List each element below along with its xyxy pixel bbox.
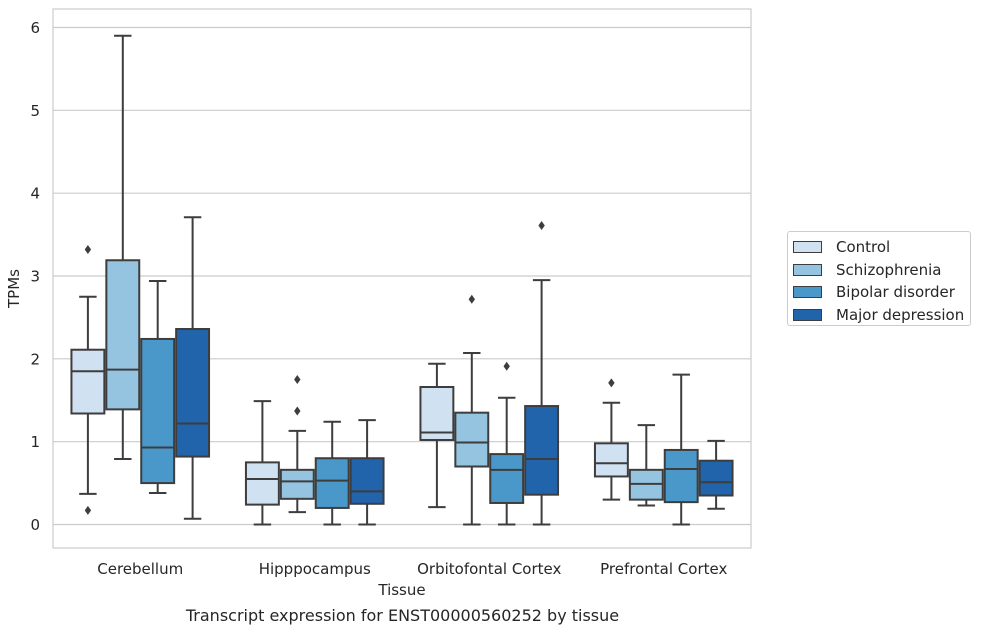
box-major-depression-cerebellum <box>175 216 211 520</box>
iqr-box <box>140 337 176 485</box>
outlier-point <box>468 294 475 304</box>
legend-swatch-schizophrenia <box>793 263 822 276</box>
box-major-depression-hipppocampus <box>349 419 385 526</box>
x-tick-labels: Cerebellum Hipppocampus Orbitofontal Corte… <box>97 560 727 578</box>
y-tick-label: 3 <box>30 268 40 286</box>
box-schizophrenia-prefrontal-cortex <box>628 424 664 507</box>
legend-swatch-bipolar-disorder <box>793 286 822 299</box>
outlier-point <box>84 244 92 254</box>
iqr-box <box>175 328 211 458</box>
box-schizophrenia-hipppocampus <box>279 375 315 514</box>
outlier-point <box>84 505 92 515</box>
plot-frame <box>52 8 752 549</box>
iqr-box <box>279 468 315 500</box>
iqr-box <box>593 442 629 478</box>
x-tick-label: Prefrontal Cortex <box>600 560 727 578</box>
y-tick-label: 0 <box>30 516 40 534</box>
iqr-box <box>105 259 141 411</box>
box-bipolar-disorder-hipppocampus <box>314 420 350 526</box>
legend-item-bipolar-disorder: Bipolar disorder <box>793 281 970 304</box>
outlier-point <box>294 375 301 385</box>
x-axis-label: Tissue <box>377 581 425 599</box>
box-bipolar-disorder-prefrontal-cortex <box>663 373 699 526</box>
y-tick-labels: 0 1 2 3 4 5 6 <box>30 19 40 534</box>
iqr-box <box>419 385 455 442</box>
legend: Control Schizophrenia Bipolar disorder M… <box>787 231 971 326</box>
iqr-box <box>454 411 490 468</box>
y-tick-label: 6 <box>30 19 40 37</box>
iqr-box <box>349 457 385 505</box>
iqr-box <box>314 457 350 509</box>
y-tick-label: 5 <box>30 102 40 120</box>
iqr-box <box>70 348 106 415</box>
legend-label-control: Control <box>836 238 891 257</box>
outlier-point <box>294 406 301 416</box>
legend-swatch-control <box>793 241 822 254</box>
box-control-hipppocampus <box>244 400 280 526</box>
x-tick-label: Hipppocampus <box>259 560 371 578</box>
legend-swatch-major-depression <box>793 308 822 321</box>
x-tick-label: Orbitofontal Cortex <box>417 560 561 578</box>
y-tick-label: 2 <box>30 350 40 368</box>
box-major-depression-orbitofontal-cortex <box>524 220 560 526</box>
outlier-point <box>608 378 615 388</box>
iqr-box <box>663 448 699 504</box>
boxes <box>70 34 734 526</box>
box-control-orbitofontal-cortex <box>419 362 455 509</box>
y-axis-label: TPMs <box>5 269 23 309</box>
outlier-point <box>538 220 545 230</box>
iqr-box <box>524 405 560 496</box>
x-tick-label: Cerebellum <box>97 560 183 578</box>
box-major-depression-prefrontal-cortex <box>698 439 734 510</box>
legend-item-major-depression: Major depression <box>793 304 970 327</box>
box-schizophrenia-cerebellum <box>105 34 141 461</box>
legend-item-control: Control <box>793 236 970 259</box>
legend-item-schizophrenia: Schizophrenia <box>793 259 970 282</box>
iqr-box <box>244 461 280 506</box>
y-tick-label: 1 <box>30 433 40 451</box>
legend-label-bipolar-disorder: Bipolar disorder <box>836 283 955 302</box>
figure-caption: Transcript expression for ENST0000056025… <box>185 606 620 625</box>
legend-label-schizophrenia: Schizophrenia <box>836 260 942 279</box>
outlier-point <box>503 361 510 371</box>
box-control-cerebellum <box>70 244 106 515</box>
y-tick-label: 4 <box>30 185 40 203</box>
box-bipolar-disorder-orbitofontal-cortex <box>489 361 525 526</box>
legend-label-major-depression: Major depression <box>836 305 965 324</box>
iqr-box <box>489 453 525 504</box>
box-bipolar-disorder-cerebellum <box>140 279 176 495</box>
box-control-prefrontal-cortex <box>593 378 629 501</box>
iqr-box <box>698 459 734 497</box>
box-schizophrenia-orbitofontal-cortex <box>454 294 490 526</box>
